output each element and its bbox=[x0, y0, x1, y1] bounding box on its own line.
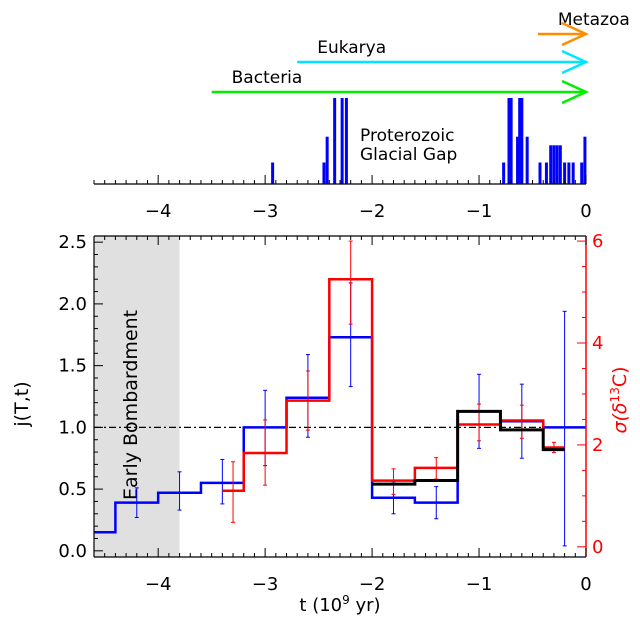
y2-axis-label-exponent: 13 bbox=[608, 387, 622, 402]
arrow-label-0: Metazoa bbox=[558, 10, 630, 30]
early-bombardment-label: Early Bombardment bbox=[120, 310, 142, 500]
annotation-line-2: Glacial Gap bbox=[360, 145, 457, 165]
glaciation-bar-7 bbox=[507, 98, 511, 184]
glaciation-bar-18 bbox=[558, 145, 562, 184]
bottom-panel: Early Bombardment −4 −3 −2 −1 0 0.0 0.5 1.0 1.5 2… bbox=[11, 231, 631, 616]
y-tick-label: 2.0 bbox=[58, 294, 87, 315]
arrow-head-0 bbox=[561, 21, 590, 47]
glaciation-bar-21 bbox=[571, 162, 575, 184]
x-tick-label: −3 bbox=[252, 574, 279, 595]
x-tick-label: −1 bbox=[466, 574, 493, 595]
glaciation-bar-8 bbox=[509, 98, 513, 184]
y2-axis-label: σ(δ13C) bbox=[608, 366, 631, 433]
glaciation-bar-19 bbox=[563, 162, 567, 184]
glaciation-bar-16 bbox=[552, 145, 556, 184]
arrow-head-2 bbox=[561, 79, 590, 105]
glaciation-bar-12 bbox=[525, 136, 529, 184]
series-red-step bbox=[222, 278, 565, 493]
x-axis-label-exponent: 9 bbox=[342, 593, 350, 607]
glaciation-bar-10 bbox=[518, 98, 522, 184]
top-x-ticks: −4 −3 −2 −1 0 bbox=[93, 175, 592, 222]
x-tick-label: −4 bbox=[145, 574, 172, 595]
top-x-tick-label: −3 bbox=[252, 201, 279, 222]
y2-axis-label-unit: C) bbox=[609, 366, 631, 387]
x-tick-label: 0 bbox=[580, 574, 591, 595]
axes-layer: −4 −3 −2 −1 0 0.0 0.5 1.0 1.5 2.0 2.5 0 2 4 6 bbox=[58, 231, 603, 595]
y2-tick-label: 2 bbox=[592, 435, 603, 456]
glaciation-bar-9 bbox=[516, 136, 520, 184]
glaciation-bar-4 bbox=[340, 98, 344, 184]
glaciation-bar-13 bbox=[538, 162, 542, 184]
y2-tick-label: 6 bbox=[592, 231, 603, 252]
glaciation-bar-20 bbox=[567, 162, 571, 184]
y-tick-label: 1.0 bbox=[58, 417, 87, 438]
glaciation-bars bbox=[271, 98, 587, 184]
top-x-tick-label: −4 bbox=[145, 201, 172, 222]
series-black-step bbox=[372, 409, 565, 486]
annotation-line-1: Proterozoic bbox=[360, 126, 455, 146]
glaciation-bar-11 bbox=[520, 98, 524, 184]
top-panel: −4 −3 −2 −1 0 Metazoa Eukarya Bacteria Protero… bbox=[93, 10, 630, 222]
y2-tick-label: 0 bbox=[592, 537, 603, 558]
glaciation-bar-22 bbox=[580, 162, 584, 184]
top-x-tick-label: 0 bbox=[580, 201, 591, 222]
glaciation-bar-2 bbox=[325, 136, 329, 184]
y-axis-label: j(T,t) bbox=[11, 381, 33, 427]
arrow-label-2: Bacteria bbox=[232, 68, 303, 88]
glaciation-bar-0 bbox=[271, 162, 275, 184]
y2-tick-label: 4 bbox=[592, 333, 603, 354]
y-tick-label: 0.5 bbox=[58, 479, 87, 500]
glaciation-bar-6 bbox=[502, 162, 506, 184]
arrow-head-1 bbox=[561, 49, 590, 75]
x-axis-label: t (109 yr) bbox=[299, 593, 380, 616]
glaciation-bar-1 bbox=[322, 162, 326, 184]
y-tick-label: 0.0 bbox=[58, 541, 87, 562]
glaciation-bar-23 bbox=[583, 136, 587, 184]
y-tick-label: 2.5 bbox=[58, 232, 87, 253]
y-tick-label: 1.5 bbox=[58, 356, 87, 377]
glaciation-bar-17 bbox=[555, 145, 559, 184]
series-layer bbox=[94, 240, 586, 547]
glaciation-bar-5 bbox=[344, 98, 348, 184]
x-axis-label-unit: yr) bbox=[350, 595, 381, 616]
x-tick-label: −2 bbox=[359, 574, 386, 595]
glaciation-bar-3 bbox=[333, 98, 337, 184]
lineage-arrows: Metazoa Eukarya Bacteria bbox=[211, 10, 630, 105]
top-x-tick-label: −1 bbox=[466, 201, 493, 222]
glaciation-bar-15 bbox=[549, 145, 553, 184]
glaciation-bar-14 bbox=[544, 162, 548, 184]
x-axis-label-base: t (10 bbox=[299, 595, 342, 616]
y2-axis-label-base: σ(δ bbox=[609, 402, 631, 433]
top-x-tick-label: −2 bbox=[359, 201, 386, 222]
arrow-label-1: Eukarya bbox=[317, 38, 386, 58]
